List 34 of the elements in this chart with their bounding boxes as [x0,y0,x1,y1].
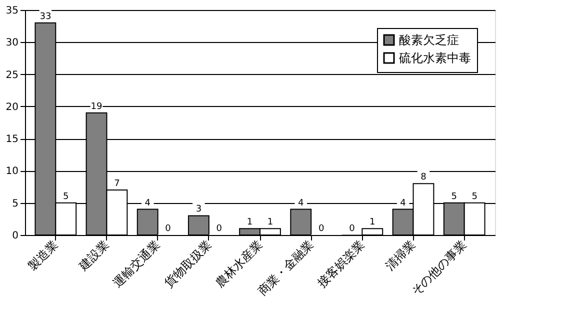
data-label: 8 [420,172,427,183]
y-tick-label: 0 [12,230,18,242]
data-label: 4 [400,198,406,208]
legend-label: 硫化水素中毒 [399,51,471,65]
y-tick-label: 35 [6,6,18,16]
data-label: 5 [472,192,478,202]
y-tick-label: 30 [6,38,18,49]
x-tick-label: 運輸交通業 [110,238,163,290]
data-label: 5 [451,192,457,202]
x-tick-label: 建設業 [76,238,112,274]
data-label: 1 [370,218,376,228]
data-label: 7 [114,179,120,189]
legend-label: 酸素欠乏症 [399,33,459,47]
data-label: 1 [267,218,274,228]
x-tick-label: 製造業 [25,238,61,273]
y-tick-label: 15 [6,134,18,146]
data-label: 0 [165,224,172,234]
data-label: 0 [216,224,222,234]
data-label: 1 [246,218,253,228]
data-label: 3 [196,204,202,215]
data-label: 4 [298,198,304,208]
data-label: 4 [144,198,151,208]
y-tick-label: 25 [6,70,18,81]
x-tick-label: 接客娯楽業 [314,238,368,290]
y-tick-label: 10 [6,166,18,178]
data-label: 33 [40,12,52,22]
data-label: 0 [318,224,324,234]
data-label: 5 [63,192,69,202]
data-label: 0 [349,224,356,234]
y-tick-label: 5 [12,198,18,210]
x-tick-label: 貨物取扱業 [162,238,214,290]
y-tick-label: 20 [6,102,18,113]
x-tick-label: 清掃業 [382,238,418,273]
data-label: 19 [90,102,103,112]
